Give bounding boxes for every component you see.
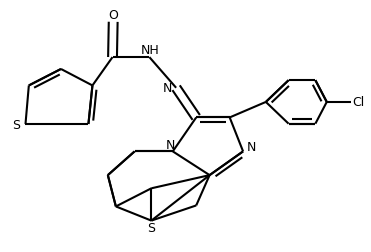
Text: O: O [108, 9, 118, 22]
Text: S: S [147, 222, 155, 234]
Text: N: N [165, 138, 175, 151]
Text: N: N [247, 140, 256, 153]
Text: S: S [12, 118, 20, 131]
Text: NH: NH [141, 44, 160, 57]
Text: N: N [163, 81, 172, 94]
Text: Cl: Cl [352, 96, 365, 109]
